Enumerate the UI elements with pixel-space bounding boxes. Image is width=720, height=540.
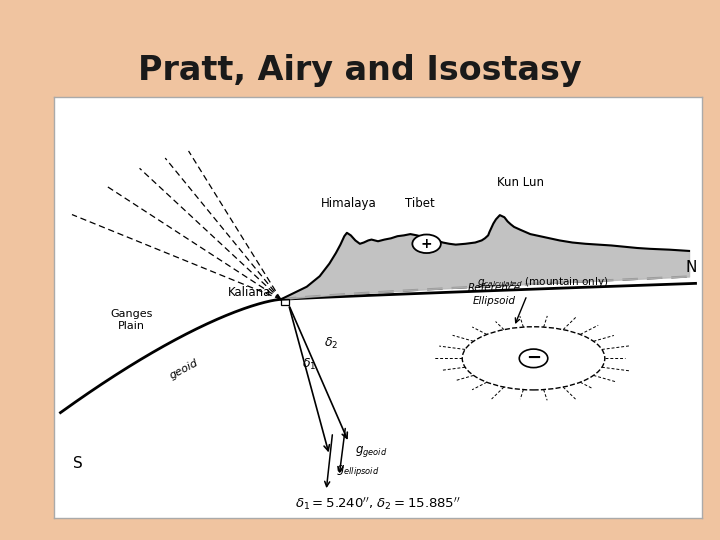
Text: Tibet: Tibet [405, 197, 435, 210]
Text: $g_{ellipsoid}$: $g_{ellipsoid}$ [336, 463, 379, 478]
Text: −: − [526, 349, 541, 367]
Text: Himalaya: Himalaya [321, 197, 377, 210]
Text: Reference
Ellipsoid: Reference Ellipsoid [468, 283, 521, 306]
Text: geoid: geoid [168, 358, 199, 381]
Circle shape [413, 234, 441, 253]
Text: $g_{calculated}$ (mountain only): $g_{calculated}$ (mountain only) [477, 275, 609, 289]
Text: $g_{geoid}$: $g_{geoid}$ [356, 444, 387, 459]
Circle shape [519, 349, 548, 368]
Bar [281, 299, 289, 305]
Text: $\delta_1 = 5.240''$, $\delta_2 = 15.885''$: $\delta_1 = 5.240''$, $\delta_2 = 15.885… [295, 495, 461, 512]
Text: S: S [73, 456, 84, 471]
Text: Ganges
Plain: Ganges Plain [111, 309, 153, 331]
Text: Kun Lun: Kun Lun [497, 176, 544, 188]
Text: Kaliana: Kaliana [228, 286, 271, 299]
Text: $\delta_1$: $\delta_1$ [302, 356, 316, 372]
Text: Pratt, Airy and Isostasy: Pratt, Airy and Isostasy [138, 54, 582, 87]
Text: +: + [420, 237, 433, 251]
Text: $\delta_2$: $\delta_2$ [324, 335, 338, 350]
Text: N: N [685, 260, 697, 275]
